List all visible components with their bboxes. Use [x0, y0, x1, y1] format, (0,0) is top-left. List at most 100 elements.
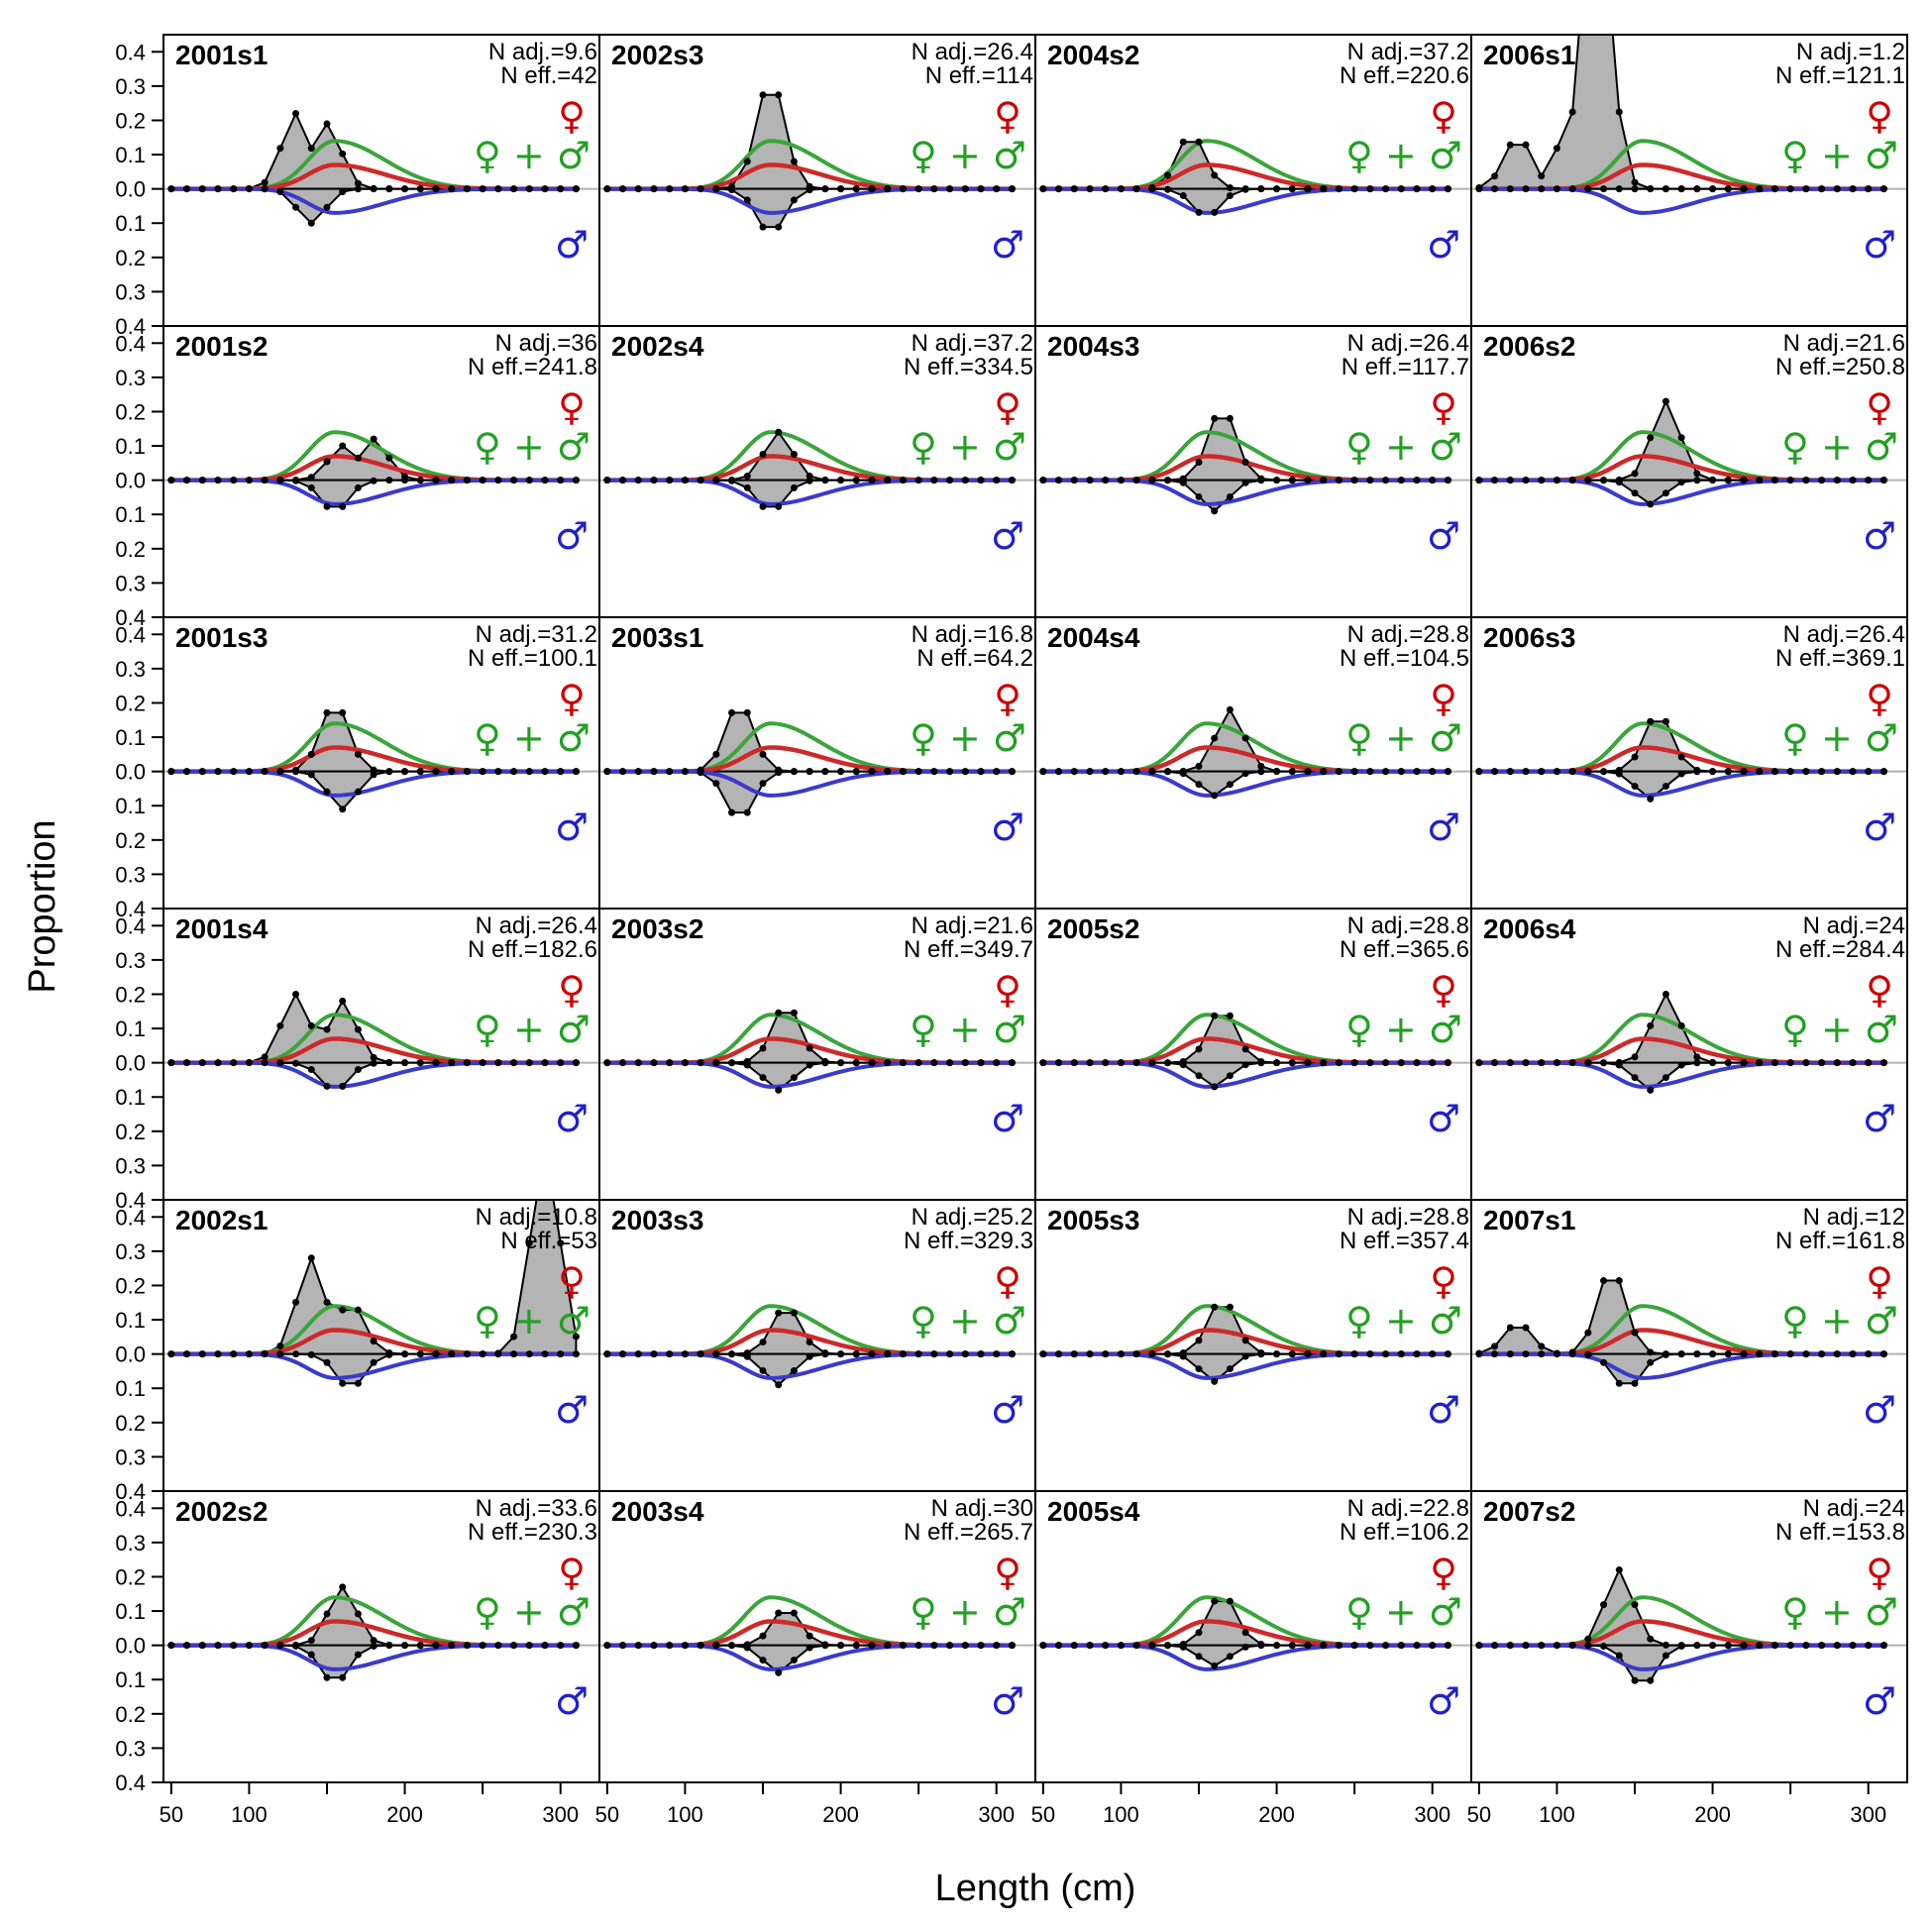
observed-male-point [1241, 479, 1249, 486]
observed-female-point [1195, 1045, 1203, 1053]
observed-female-point [1647, 1635, 1655, 1643]
observed-male-point [1429, 1059, 1437, 1067]
observed-male-point [463, 185, 471, 193]
observed-male-point [1164, 1059, 1172, 1067]
observed-male-point [1211, 208, 1219, 216]
female-symbol: ♀ [994, 968, 1021, 1012]
observed-male-point [743, 196, 751, 204]
expected-male-line [1478, 1351, 1884, 1380]
panel-plot-area [163, 1583, 599, 1681]
observed-male-point [1102, 1642, 1110, 1650]
y-axis-label: Proportion [22, 819, 63, 993]
x-tick-label: 200 [822, 1802, 859, 1827]
n-adj-label: N adj.=26.4 [1347, 330, 1469, 357]
observed-female-point [1615, 1566, 1623, 1574]
y-tick-label: 0.2 [115, 537, 146, 562]
observed-male-point [1226, 492, 1234, 500]
observed-male-point [697, 1059, 704, 1067]
observed-male-point [1273, 185, 1281, 193]
combined-symbol: ♀ + ♂ [1345, 1299, 1462, 1342]
y-tick-label: 0.2 [115, 1564, 146, 1589]
observed-male-point [884, 1350, 892, 1358]
observed-male-point [1335, 1059, 1342, 1067]
panel-plot-area [1471, 397, 1907, 508]
observed-female-point [370, 1338, 377, 1345]
panel-plot-area [1035, 138, 1471, 216]
observed-male-point [1786, 1059, 1794, 1067]
observed-male-point [307, 771, 315, 779]
y-tick-label: 0.4 [115, 1479, 146, 1504]
observed-male-point [276, 477, 284, 484]
observed-male-point [1538, 1350, 1546, 1358]
panel-title: 2002s2 [175, 1496, 268, 1527]
observed-male-point [1553, 477, 1560, 484]
observed-male-point [1491, 1350, 1499, 1358]
observed-male-point [510, 185, 518, 193]
observed-female-point [1211, 171, 1219, 179]
n-eff-label: N eff.=220.6 [1340, 62, 1469, 89]
observed-male-point [432, 1350, 440, 1358]
observed-female-point [339, 1306, 347, 1314]
observed-male-point [1538, 1642, 1546, 1650]
observed-male-point [1008, 1642, 1016, 1650]
observed-male-point [1615, 770, 1623, 778]
observed-male-point [650, 185, 658, 193]
observed-male-point [1164, 1642, 1172, 1650]
observed-male-point [1506, 768, 1514, 776]
observed-male-point [416, 185, 424, 193]
observed-female-point [1506, 1324, 1514, 1332]
observed-male-point [1833, 185, 1841, 193]
observed-male-point [650, 1350, 658, 1358]
combined-symbol: ♀ + ♂ [474, 716, 590, 760]
observed-female-point [1647, 434, 1655, 442]
y-tick-label: 0.2 [115, 828, 146, 853]
observed-male-point [837, 1059, 845, 1067]
combined-symbol: ♀ + ♂ [1781, 1590, 1898, 1634]
observed-male-point [230, 1642, 238, 1650]
observed-male-point [1879, 185, 1887, 193]
y-tick-label: 0.2 [115, 108, 146, 133]
observed-male-point [1522, 768, 1530, 776]
observed-male-point [1366, 185, 1374, 193]
female-symbol: ♀ [994, 677, 1021, 720]
observed-male-point [292, 1642, 300, 1650]
y-tick-label: 0.0 [115, 1051, 146, 1076]
observed-male-point [214, 185, 222, 193]
observed-male-point [1086, 768, 1094, 776]
observed-female-point [354, 1306, 362, 1314]
y-tick-label: 0.4 [115, 331, 146, 356]
observed-male-point [525, 477, 533, 484]
observed-male-point [666, 1350, 674, 1358]
observed-male-point [183, 1350, 191, 1358]
observed-male-point [323, 788, 331, 796]
observed-female-point [1662, 397, 1669, 405]
observed-male-point [1802, 1059, 1810, 1067]
male-symbol: ♂ [1427, 1679, 1460, 1723]
female-symbol: ♀ [558, 677, 586, 720]
observed-male-point [261, 1059, 268, 1067]
observed-male-point [852, 1059, 860, 1067]
observed-male-point [1382, 768, 1390, 776]
observed-male-point [775, 1086, 783, 1094]
y-tick-label: 0.4 [115, 1205, 146, 1230]
observed-male-point [1693, 1059, 1701, 1067]
observed-male-point [1288, 1059, 1296, 1067]
n-adj-label: N adj.=16.8 [912, 621, 1033, 648]
observed-male-point [1584, 185, 1592, 193]
observed-male-point [1257, 768, 1265, 776]
male-symbol: ♂ [555, 805, 589, 849]
male-symbol: ♂ [1863, 1388, 1896, 1432]
observed-male-point [261, 1350, 268, 1358]
panel-2002s1: 2002s1 N adj.=10.8N eff.=53 ♀♀ + ♂ ♂ [162, 1199, 600, 1492]
observed-male-point [1553, 1350, 1560, 1358]
panel-2007s1: 2007s1 N adj.=12N eff.=161.8 ♀♀ + ♂ ♂ [1470, 1199, 1908, 1492]
observed-male-point [1879, 477, 1887, 484]
observed-male-point [1802, 768, 1810, 776]
observed-female-point [1615, 1277, 1623, 1285]
observed-male-point [884, 185, 892, 193]
male-symbol: ♂ [1863, 223, 1896, 267]
observed-male-point [1506, 477, 1514, 484]
observed-male-point [1195, 1365, 1203, 1373]
observed-male-point [1724, 1642, 1732, 1650]
female-symbol: ♀ [1430, 968, 1457, 1012]
